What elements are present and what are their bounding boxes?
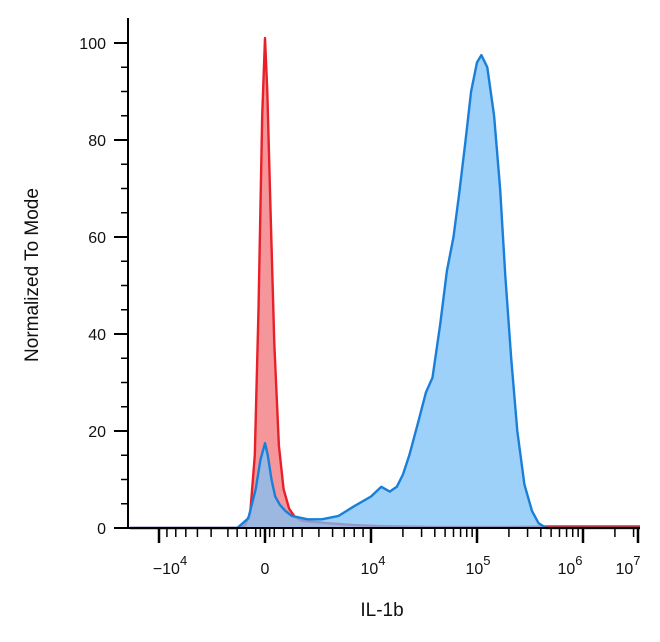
x-axis-title: IL-1b [360, 600, 403, 621]
y-tick-label: 100 [79, 36, 106, 53]
x-tick-label: 0 [261, 561, 270, 578]
axes: 0 20 40 60 80 100 −104 0 104 105 106 107 [79, 18, 641, 578]
y-tick-label: 60 [88, 230, 106, 247]
y-axis-title: Normalized To Mode [22, 188, 43, 362]
y-tick-label: 20 [88, 424, 106, 441]
y-tick-label: 80 [88, 133, 106, 150]
series-1-fill [130, 38, 640, 528]
y-tick-label: 0 [97, 521, 106, 538]
x-tick-label: 107 [615, 553, 640, 578]
series-1-line [130, 36, 640, 530]
x-tick-label: 105 [465, 553, 490, 578]
series-2-fill [130, 55, 640, 528]
plot-area [130, 36, 640, 530]
x-tick-label: 104 [360, 553, 385, 578]
y-tick-label: 40 [88, 327, 106, 344]
x-tick-label: −104 [153, 553, 187, 578]
series-2-line [130, 53, 640, 530]
x-tick-label: 106 [557, 553, 582, 578]
